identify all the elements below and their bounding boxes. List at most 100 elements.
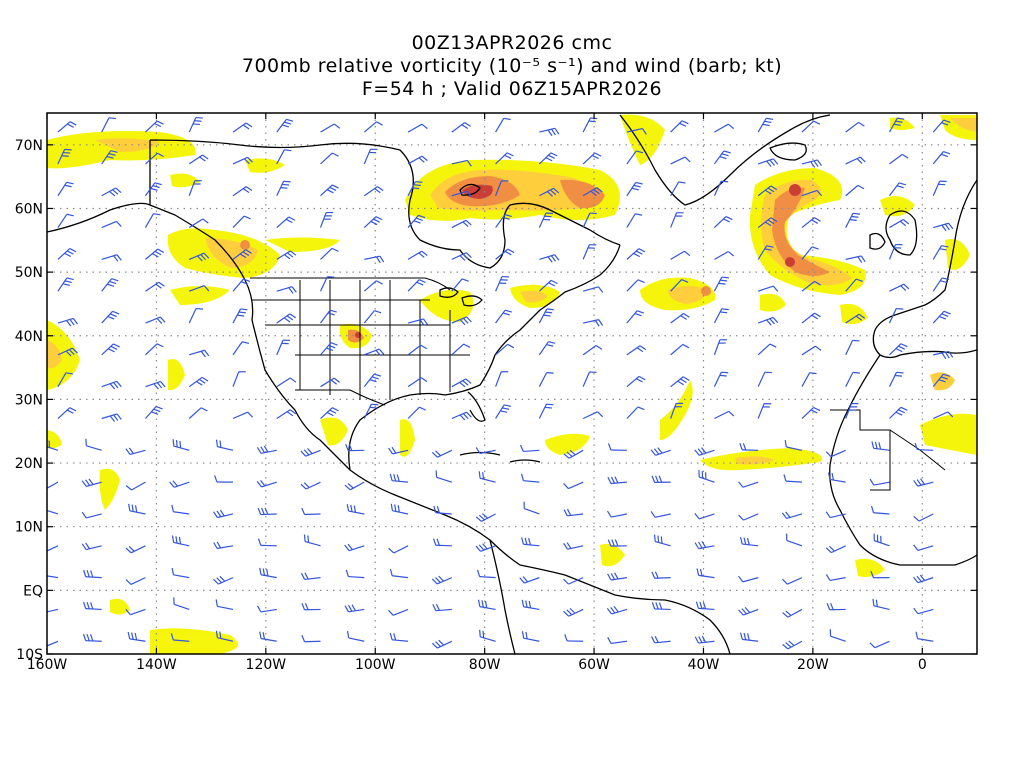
wind-barb — [694, 513, 715, 520]
wind-barb — [407, 377, 428, 388]
wind-barb — [145, 316, 166, 324]
plot-frame — [46, 112, 978, 655]
wind-barb — [259, 567, 277, 579]
wind-barb — [495, 214, 512, 228]
wind-barb — [913, 574, 934, 584]
wind-barb — [888, 117, 905, 133]
wind-barb — [320, 342, 338, 356]
wind-barb — [319, 211, 334, 228]
wind-barb — [757, 117, 774, 133]
wind-barb — [125, 447, 146, 456]
wind-barb — [670, 156, 691, 165]
wind-barb — [169, 480, 190, 488]
wind-barb — [932, 119, 951, 133]
wind-barb — [870, 505, 890, 515]
wind-barb — [363, 310, 382, 324]
wind-barb — [475, 447, 496, 454]
wind-barb — [47, 481, 59, 489]
wind-barb — [563, 577, 584, 585]
lat-label: EQ — [23, 583, 43, 599]
wind-barb — [320, 184, 339, 197]
wind-barb — [57, 277, 74, 292]
wind-barb — [257, 538, 277, 547]
wind-barb — [495, 152, 514, 165]
wind-barb — [698, 470, 715, 483]
wind-barb — [845, 255, 866, 263]
wind-barb — [101, 187, 122, 197]
wind-barb — [538, 403, 554, 419]
wind-barb — [101, 380, 122, 390]
wind-barb — [189, 252, 210, 262]
wind-barb — [407, 180, 423, 197]
wind-barb — [563, 481, 584, 490]
wind-barb — [670, 181, 686, 197]
wind-barb — [563, 542, 584, 550]
wind-barb — [170, 633, 190, 642]
wind-barb — [538, 341, 556, 356]
wind-barb — [845, 313, 866, 324]
wind-barb — [713, 339, 727, 356]
wind-barb — [320, 309, 337, 324]
wind-barb — [826, 602, 846, 611]
wind-barb — [475, 513, 496, 522]
map-title-block: 00Z13APR2026 cmc 700mb relative vorticit… — [0, 32, 1024, 101]
wind-barb — [801, 312, 821, 324]
wind-barb — [215, 599, 234, 611]
wind-barb — [101, 254, 122, 262]
wind-barb — [582, 187, 603, 197]
wind-barb — [363, 373, 381, 388]
wind-barb — [101, 150, 118, 165]
wind-barb — [259, 631, 277, 642]
latitude-axis: 70N 60N 50N 40N 30N 20N 10N EQ 10S — [15, 138, 977, 663]
wind-barb — [670, 120, 689, 133]
wind-barb — [694, 635, 715, 644]
wind-barb — [363, 148, 378, 165]
wind-barb — [363, 186, 384, 197]
wind-barb — [451, 316, 472, 326]
wind-barb — [869, 640, 890, 649]
wind-barb — [344, 543, 365, 552]
wind-barb — [276, 250, 297, 260]
wind-barb — [451, 278, 469, 292]
lat-label: 20N — [15, 456, 43, 472]
wind-barb — [582, 344, 603, 356]
wind-barb — [388, 608, 409, 616]
wind-barb — [670, 343, 690, 356]
wind-barb — [582, 411, 604, 420]
wind-barb — [801, 120, 821, 133]
wind-barb — [389, 568, 409, 579]
wind-barb — [101, 413, 122, 422]
lat-label: 60N — [15, 201, 43, 217]
wind-barb — [869, 478, 890, 486]
wind-barb — [300, 481, 321, 490]
wind-barb — [651, 635, 671, 644]
wind-barb — [345, 569, 365, 579]
wind-barb — [626, 406, 645, 419]
wind-barb — [694, 447, 715, 456]
wind-barb — [713, 371, 729, 387]
wind-barb — [172, 439, 190, 451]
wind-barb — [932, 180, 947, 196]
wind-barb — [582, 117, 598, 133]
wind-barb — [713, 180, 729, 196]
wind-barb — [521, 537, 540, 547]
wind-barb — [232, 186, 253, 197]
wind-barb — [495, 275, 510, 292]
wind-barb — [801, 406, 821, 419]
wind-barb — [651, 602, 671, 611]
wind-barb — [431, 639, 453, 649]
wind-barb — [539, 254, 560, 263]
wind-barb — [232, 156, 253, 165]
wind-barb — [188, 218, 209, 229]
wind-barb — [320, 152, 339, 165]
wind-barb — [757, 343, 777, 356]
wind-barb — [845, 339, 860, 356]
wind-barb — [144, 213, 161, 228]
wind-barb — [889, 218, 910, 229]
wind-barb — [538, 308, 554, 324]
wind-barb — [739, 537, 759, 547]
wind-barb — [784, 439, 803, 451]
wind-barb — [607, 539, 627, 547]
wind-barb — [346, 504, 365, 515]
